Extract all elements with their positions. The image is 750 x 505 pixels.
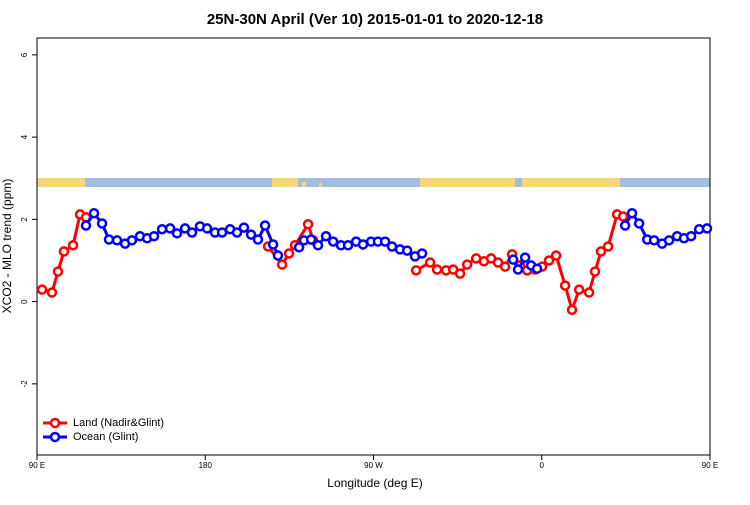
point xyxy=(531,263,543,274)
legend-marker xyxy=(49,431,61,443)
point xyxy=(416,248,428,259)
point xyxy=(164,223,176,234)
point xyxy=(519,252,531,263)
point xyxy=(583,287,595,298)
land-strip xyxy=(319,183,322,187)
land-strip xyxy=(420,178,515,187)
point xyxy=(238,222,250,233)
chart-title: 25N-30N April (Ver 10) 2015-01-01 to 202… xyxy=(207,11,543,28)
x-tick-label: 180 xyxy=(199,461,213,470)
land-strip xyxy=(522,178,620,187)
point xyxy=(507,254,519,265)
point xyxy=(302,219,314,230)
point xyxy=(424,257,436,268)
point xyxy=(312,240,324,251)
point xyxy=(276,259,288,270)
point xyxy=(272,250,284,261)
point xyxy=(589,266,601,277)
legend-label: Ocean (Glint) xyxy=(73,431,138,443)
point xyxy=(550,250,562,261)
point xyxy=(602,241,614,252)
point xyxy=(685,230,697,242)
point xyxy=(401,245,413,256)
point xyxy=(342,240,354,251)
x-tick-label: 90 W xyxy=(364,461,383,470)
point xyxy=(512,264,524,275)
land-strip xyxy=(302,182,306,187)
point xyxy=(461,259,473,270)
series-line xyxy=(41,212,624,315)
x-tick-label: 90 E xyxy=(29,461,45,470)
point xyxy=(617,211,629,222)
point xyxy=(663,235,675,246)
point xyxy=(267,239,279,250)
point xyxy=(96,218,108,229)
point xyxy=(103,234,115,245)
point xyxy=(58,246,70,257)
point xyxy=(216,227,228,238)
point xyxy=(88,207,100,219)
x-tick-label: 90 E xyxy=(702,461,718,470)
point xyxy=(46,287,58,298)
point xyxy=(559,280,571,291)
point xyxy=(327,236,339,247)
point xyxy=(80,220,92,231)
point xyxy=(148,230,160,242)
point xyxy=(52,266,64,277)
ocean-strip xyxy=(37,178,710,187)
y-tick-label: 0 xyxy=(20,299,29,304)
point xyxy=(543,255,555,266)
point xyxy=(633,218,645,229)
point xyxy=(499,261,511,272)
point xyxy=(648,235,660,246)
y-tick-label: 4 xyxy=(20,134,29,139)
point xyxy=(431,264,443,275)
point xyxy=(252,234,264,245)
point xyxy=(595,246,607,257)
y-tick-label: 6 xyxy=(20,52,29,57)
y-axis-label: XCO2 - MLO trend (ppm) xyxy=(0,179,14,314)
land-strip xyxy=(37,178,85,187)
y-tick-label: 2 xyxy=(20,217,29,222)
point xyxy=(245,229,257,240)
point xyxy=(293,242,305,253)
point xyxy=(320,230,332,242)
point xyxy=(626,207,638,219)
legend-label: Land (Nadir&Glint) xyxy=(73,417,164,429)
point xyxy=(410,265,422,276)
y-tick-label: -2 xyxy=(20,380,29,388)
point xyxy=(126,235,138,246)
point xyxy=(701,223,713,234)
point xyxy=(36,284,48,295)
point xyxy=(186,227,198,238)
point xyxy=(231,227,243,238)
point xyxy=(619,220,631,231)
legend-marker xyxy=(49,417,61,429)
point xyxy=(67,240,79,251)
x-tick-label: 0 xyxy=(540,461,545,470)
point xyxy=(201,223,213,234)
point xyxy=(454,268,466,279)
x-axis-label: Longitude (deg E) xyxy=(327,476,422,490)
point xyxy=(305,234,317,245)
point xyxy=(111,235,123,246)
point xyxy=(171,228,183,239)
point xyxy=(573,284,585,295)
point xyxy=(156,223,168,235)
map-strip xyxy=(37,178,710,187)
point xyxy=(566,304,578,316)
point xyxy=(259,220,271,231)
point xyxy=(379,236,391,247)
land-strip xyxy=(272,178,298,187)
point xyxy=(283,248,295,259)
